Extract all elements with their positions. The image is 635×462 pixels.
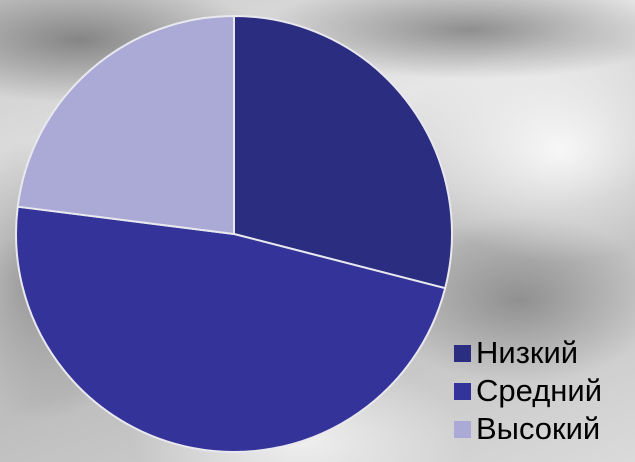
legend-swatch-medium (454, 382, 471, 400)
legend-label-high: Высокий (476, 411, 601, 446)
pie-slice-high (16, 15, 235, 235)
legend-item-high: Высокий (454, 410, 602, 448)
pie-slice-low (233, 15, 453, 290)
legend-swatch-low (454, 344, 471, 362)
legend-item-low: Низкий (454, 334, 602, 372)
pie-slice-medium (15, 205, 447, 453)
legend-swatch-high (454, 420, 471, 438)
legend: Низкий Средний Высокий (454, 334, 602, 448)
legend-label-low: Низкий (476, 335, 579, 370)
legend-item-medium: Средний (454, 372, 602, 410)
legend-label-medium: Средний (476, 373, 603, 408)
